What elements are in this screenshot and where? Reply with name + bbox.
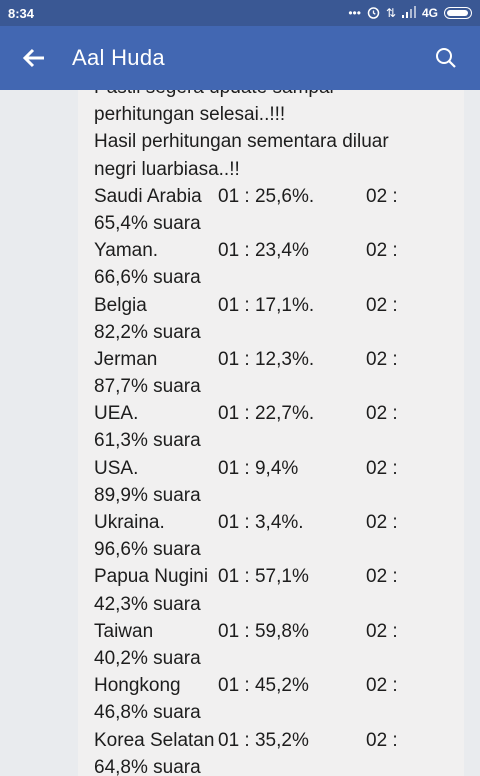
suara-line: 61,3% suara	[94, 430, 201, 452]
country-name: USA.	[94, 457, 139, 479]
candidate-01-value: 01 : 17,1%.	[218, 294, 315, 316]
suara-line: 96,6% suara	[94, 539, 201, 561]
message-line: perhitungan selesai..!!!	[94, 104, 286, 126]
status-time: 8:34	[8, 5, 35, 21]
country-name: Hongkong	[94, 675, 181, 697]
result-row: UEA. 01 : 22,7%. 02 :	[94, 400, 454, 427]
candidate-01-value: 01 : 59,8%	[218, 620, 309, 642]
suara-line: 89,9% suara	[94, 484, 201, 506]
suara-line: 65,4% suara	[94, 212, 201, 234]
candidate-02-label: 02 :	[366, 729, 398, 751]
suara-line: 82,2% suara	[94, 321, 201, 343]
candidate-01-value: 01 : 25,6%.	[218, 185, 315, 207]
country-name: Yaman.	[94, 240, 159, 262]
suara-line: 46,8% suara	[94, 702, 201, 724]
country-name: Jerman	[94, 348, 158, 370]
data-transfer-icon: ⇅	[385, 6, 396, 20]
country-name: Taiwan	[94, 620, 154, 642]
result-row: Taiwan 01 : 59,8% 02 :	[94, 618, 454, 645]
candidate-01-value: 01 : 9,4%	[218, 457, 299, 479]
result-row: USA. 01 : 9,4% 02 :	[94, 455, 454, 482]
result-row: Ukraina. 01 : 3,4%. 02 :	[94, 509, 454, 536]
result-row: Yaman. 01 : 23,4% 02 :	[94, 237, 454, 264]
message-line: negri luarbiasa..!!	[94, 158, 240, 180]
candidate-02-label: 02 :	[366, 403, 398, 425]
candidate-01-value: 01 : 23,4%	[218, 240, 309, 262]
app-bar: Aal Huda	[0, 26, 480, 90]
suara-line: 87,7% suara	[94, 376, 201, 398]
result-row: Papua Nugini 01 : 57,1% 02 :	[94, 563, 454, 590]
back-button[interactable]	[12, 36, 56, 80]
network-type: 4G	[421, 6, 438, 20]
search-button[interactable]	[424, 36, 468, 80]
country-name: Papua Nugini	[94, 566, 209, 588]
result-row: Hongkong 01 : 45,2% 02 :	[94, 672, 454, 699]
status-bar: 8:34 ••• ⇅ 4G	[0, 0, 480, 26]
candidate-02-label: 02 :	[366, 185, 398, 207]
country-name: Ukraina.	[94, 512, 165, 533]
conversation-area[interactable]: Pastii segera update sampai perhitungan …	[0, 90, 480, 776]
message-bubble	[78, 90, 464, 776]
result-row: Saudi Arabia 01 : 25,6%. 02 :	[94, 183, 454, 210]
page-title: Aal Huda	[72, 45, 165, 70]
result-row: Belgia 01 : 17,1%. 02 :	[94, 292, 454, 319]
candidate-02-label: 02 :	[366, 240, 398, 262]
alarm-icon	[367, 6, 380, 21]
candidate-02-label: 02 :	[366, 348, 398, 370]
candidate-01-value: 01 : 12,3%.	[218, 348, 315, 370]
suara-line: 40,2% suara	[94, 647, 201, 669]
battery-icon	[444, 7, 472, 19]
country-name: Korea Selatan	[94, 729, 215, 751]
suara-line: 64,8% suara	[94, 756, 201, 776]
suara-line: 66,6% suara	[94, 267, 201, 289]
country-name: Saudi Arabia	[94, 185, 202, 207]
result-row: Jerman 01 : 12,3%. 02 :	[94, 346, 454, 373]
candidate-02-label: 02 :	[366, 457, 398, 479]
candidate-01-value: 01 : 45,2%	[218, 675, 309, 697]
candidate-02-label: 02 :	[366, 620, 398, 642]
message-line: Pastii segera update sampai	[94, 90, 454, 101]
candidate-01-value: 01 : 22,7%.	[218, 403, 315, 425]
result-row: Korea Selatan 01 : 35,2% 02 :	[94, 727, 454, 754]
arrow-left-icon	[22, 48, 44, 68]
candidate-02-label: 02 :	[366, 566, 398, 588]
candidate-02-label: 02 :	[366, 294, 398, 316]
message-line: Hasil perhitungan sementara diluar	[94, 131, 389, 153]
search-icon	[436, 48, 456, 68]
country-name: Belgia	[94, 294, 147, 316]
candidate-02-label: 02 :	[366, 675, 398, 697]
more-dots-icon: •••	[348, 6, 361, 20]
candidate-02-label: 02 :	[366, 512, 398, 533]
country-name: UEA.	[94, 403, 139, 425]
candidate-01-value: 01 : 35,2%	[218, 729, 309, 751]
suara-line: 42,3% suara	[94, 593, 201, 615]
candidate-01-value: 01 : 57,1%	[218, 566, 309, 588]
status-icons: ••• ⇅ 4G	[348, 6, 472, 21]
message-text: Pastii segera update sampai perhitungan …	[94, 90, 454, 776]
signal-icon	[401, 6, 416, 20]
candidate-01-value: 01 : 3,4%.	[218, 512, 304, 533]
